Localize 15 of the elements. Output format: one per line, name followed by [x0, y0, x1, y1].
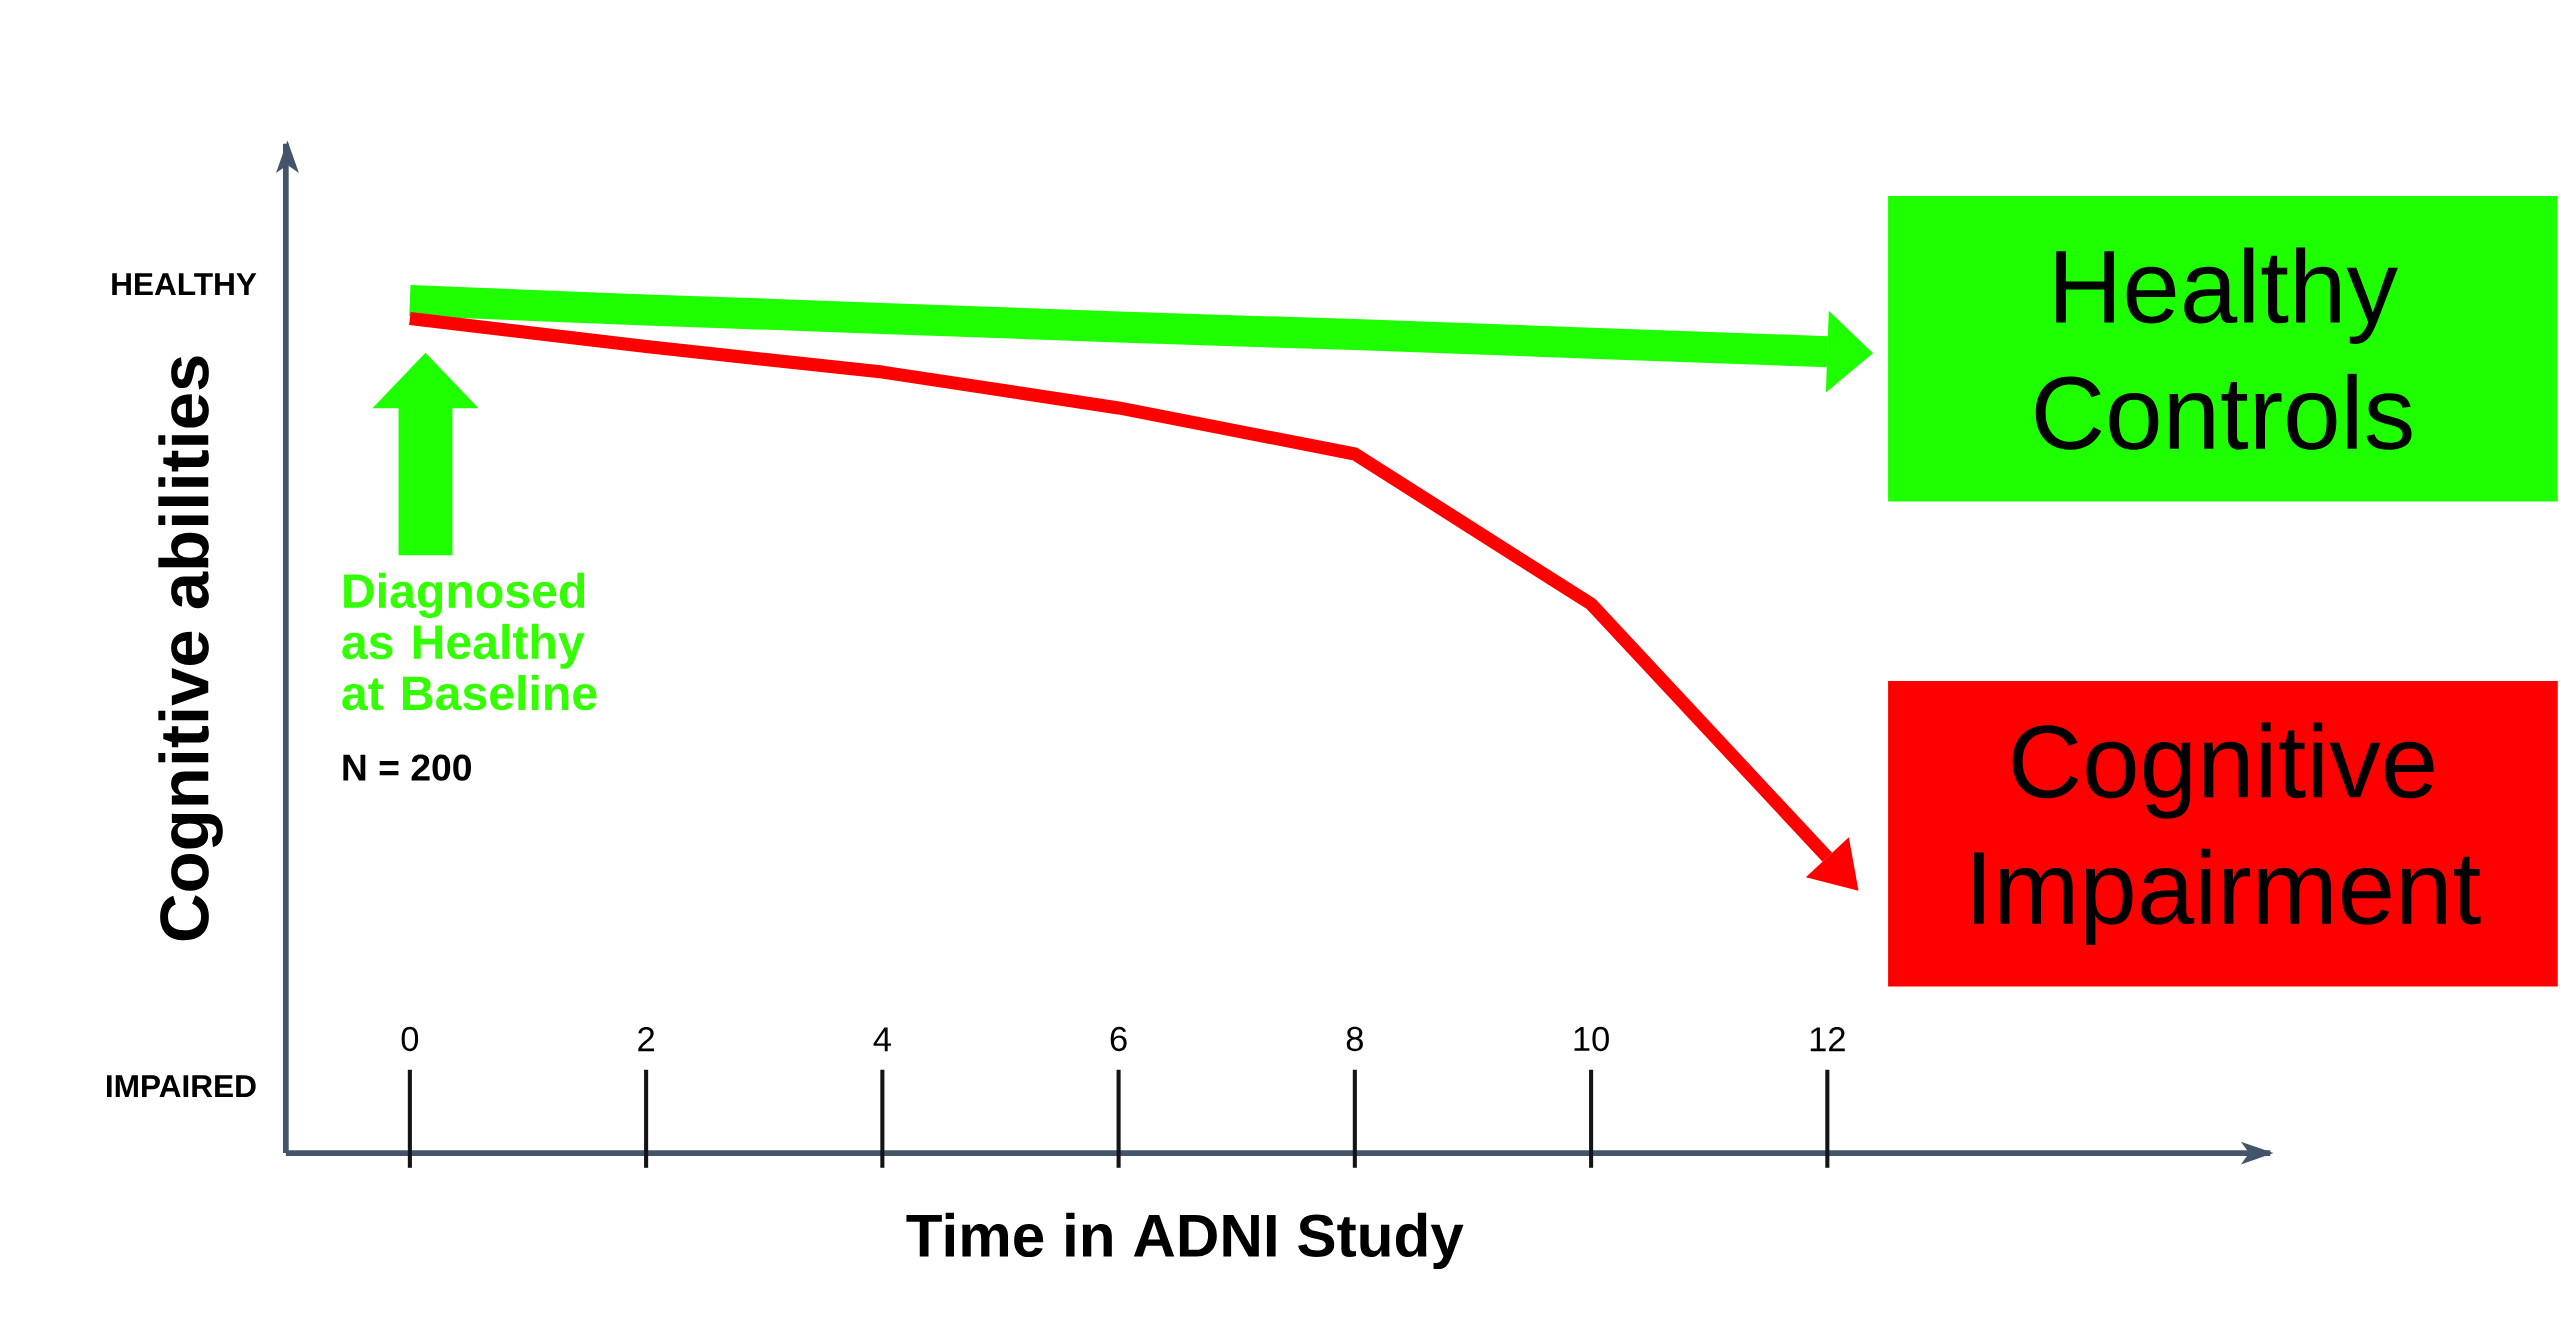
x-tick-label: 4 — [873, 1027, 891, 1051]
x-tick-label: 12 — [1810, 1026, 1845, 1051]
text: HEALTHY — [112, 273, 257, 295]
x-tick-label: 10 — [1574, 1026, 1609, 1051]
x-tick-label: 8 — [1346, 1026, 1363, 1051]
y-axis-title: Cognitive abilities — [158, 356, 223, 941]
x-axis-title: Time in ADNI Study — [906, 1212, 1464, 1269]
legend-label: Cognitive Impairment — [1974, 722, 2481, 945]
text: IMPAIRED — [106, 1075, 256, 1097]
annotation: N = 200 — [343, 754, 471, 781]
annotation: Diagnosed as Healthy at Baseline — [342, 572, 597, 711]
x-tick-label: 6 — [1110, 1026, 1127, 1051]
x-tick-label: 0 — [401, 1026, 419, 1051]
legend-label: Healthy Controls — [2035, 247, 2412, 450]
x-tick-label: 2 — [638, 1026, 654, 1051]
